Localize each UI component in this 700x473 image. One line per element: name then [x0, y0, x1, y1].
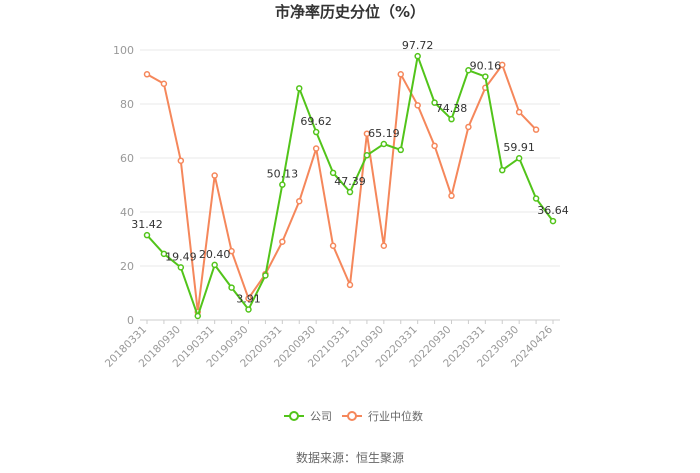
data-label: 97.72	[402, 39, 434, 52]
industry-data-point	[228, 247, 235, 255]
industry-data-point	[380, 242, 388, 249]
y-tick-label: 80	[120, 98, 134, 111]
company-data-point	[329, 169, 337, 177]
industry-data-point	[279, 238, 286, 245]
series-layer	[143, 52, 557, 320]
y-tick-label: 20	[120, 260, 134, 273]
company-data-point	[194, 312, 201, 320]
company-data-point	[143, 231, 151, 239]
company-data-point	[482, 73, 489, 80]
company-data-point	[499, 166, 506, 174]
y-tick-label: 0	[127, 314, 134, 327]
company-data-point	[549, 217, 557, 225]
company-data-point	[177, 264, 185, 271]
company-data-point	[228, 284, 235, 291]
x-axis: 2018033120180930201903312019093020200331…	[103, 320, 555, 370]
data-label: 19.49	[165, 250, 197, 263]
data-label: 3.91	[236, 292, 261, 305]
company-data-point	[296, 85, 303, 92]
industry-data-point	[160, 80, 168, 87]
data-label: 74.38	[436, 102, 468, 115]
legend-company-label: 公司	[310, 410, 332, 423]
company-data-point	[532, 195, 540, 202]
legend[interactable]: 公司 行业中位数	[284, 409, 423, 423]
company-data-point	[397, 146, 404, 154]
data-label: 36.64	[537, 204, 569, 217]
industry-data-point	[465, 123, 472, 131]
y-axis-ticks: 0 20 40 60 80 100	[113, 44, 134, 327]
industry-data-point	[431, 142, 438, 150]
data-labels: 31.42 19.49 20.40 3.91 50.13 69.62 47.39 65.19 9…	[131, 39, 569, 305]
industry-data-point	[363, 130, 371, 137]
industry-data-point	[414, 102, 421, 109]
company-data-point	[211, 261, 218, 269]
company-data-point	[363, 152, 371, 159]
company-data-point	[465, 67, 472, 74]
data-label: 90.16	[470, 60, 502, 73]
chart-title: 市净率历史分位（%）	[275, 3, 425, 21]
industry-data-point	[143, 71, 151, 78]
y-tick-label: 40	[120, 206, 134, 219]
legend-company-marker	[289, 411, 299, 421]
company-data-point	[245, 306, 252, 313]
source-note: 数据来源：恒生聚源	[296, 450, 404, 465]
legend-industry-label: 行业中位数	[368, 409, 423, 423]
company-data-point	[312, 128, 320, 136]
industry-data-point	[448, 192, 455, 200]
industry-data-point	[211, 172, 218, 179]
company-data-point	[279, 181, 286, 188]
company-data-point	[346, 188, 354, 196]
industry-data-point	[177, 157, 185, 164]
data-label: 69.62	[300, 115, 332, 128]
data-label: 20.40	[199, 248, 231, 261]
legend-item-company[interactable]: 公司	[284, 410, 332, 423]
company-data-point	[431, 99, 438, 106]
data-label: 59.91	[503, 141, 535, 154]
data-label: 50.13	[267, 168, 299, 181]
industry-series-line	[146, 63, 537, 313]
data-label: 65.19	[368, 127, 400, 140]
industry-data-point	[532, 126, 540, 133]
industry-data-point	[346, 281, 354, 289]
legend-item-industry[interactable]: 行业中位数	[342, 409, 423, 423]
industry-data-point	[499, 61, 506, 69]
data-label: 47.39	[334, 175, 366, 188]
company-data-point	[515, 154, 523, 162]
industry-data-point	[515, 108, 523, 116]
company-data-point	[380, 140, 388, 148]
y-tick-label: 60	[120, 152, 134, 165]
company-data-point	[160, 250, 168, 258]
data-label: 31.42	[131, 218, 163, 231]
industry-data-point	[312, 145, 320, 152]
company-data-point	[414, 52, 421, 60]
industry-data-point	[329, 242, 337, 249]
industry-data-point	[245, 295, 252, 302]
industry-data-point	[296, 197, 303, 205]
legend-industry-marker	[347, 411, 357, 421]
company-data-point	[448, 115, 455, 123]
industry-data-point	[397, 71, 404, 78]
company-data-point	[262, 272, 269, 279]
y-tick-label: 100	[113, 44, 134, 57]
